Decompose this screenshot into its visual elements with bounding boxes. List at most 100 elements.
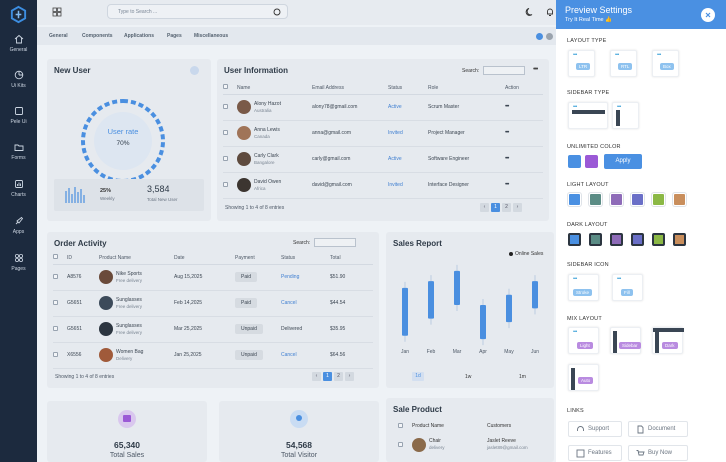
light-color-swatch[interactable] [652, 193, 665, 206]
rate-label: User rate [107, 127, 139, 136]
product-delivery: Free delivery [116, 278, 143, 283]
dark-color-swatch[interactable] [631, 233, 644, 246]
moon-icon[interactable] [525, 7, 535, 17]
page-prev[interactable]: ‹ [312, 372, 321, 381]
features-button[interactable]: Features [568, 445, 622, 461]
light-color-swatch[interactable] [589, 193, 602, 206]
gauge-arc [81, 99, 165, 183]
row-checkbox[interactable] [53, 351, 58, 357]
search-icon[interactable] [273, 8, 281, 16]
tab-components[interactable]: Components [82, 33, 113, 39]
tab-applications[interactable]: Applications [124, 33, 155, 39]
more-icon[interactable]: ••• [533, 66, 538, 73]
mix-option-sidebar[interactable]: Sidebar [610, 327, 641, 354]
chart-bar[interactable] [402, 287, 408, 336]
row-checkbox[interactable] [223, 181, 228, 187]
nav-item-ui-kits[interactable]: Ui Kits [0, 70, 37, 89]
tab-general[interactable]: General [49, 33, 68, 39]
features-icon [576, 449, 585, 458]
chart-bar[interactable] [480, 305, 486, 340]
nav-item-pages[interactable]: Pages [0, 253, 37, 272]
page-prev[interactable]: ‹ [480, 203, 489, 212]
card-title: Sale Product [393, 405, 442, 414]
row-checkbox[interactable] [223, 155, 228, 161]
layout-option-rtl[interactable]: ••• RTL [610, 50, 637, 77]
chart-bar[interactable] [532, 281, 538, 309]
app-logo-icon[interactable] [9, 5, 28, 24]
order-date: Jan 25,2025 [174, 342, 235, 369]
app-grid-icon[interactable] [52, 7, 62, 17]
chart-bar[interactable] [454, 270, 460, 305]
user-role: Interface Designer [428, 172, 505, 199]
settings-icon[interactable] [190, 66, 199, 75]
sidebar-icon-stroke[interactable]: ••• Stroke [568, 274, 599, 301]
page-2[interactable]: 2 [334, 372, 343, 381]
row-checkbox[interactable] [53, 273, 58, 279]
light-color-swatch[interactable] [610, 193, 623, 206]
row-action-icon[interactable]: ••• [505, 120, 543, 147]
row-action-icon[interactable]: ••• [505, 146, 543, 173]
apply-button[interactable]: Apply [604, 154, 642, 169]
page-2[interactable]: 2 [502, 203, 511, 212]
sidebar-icon-fill[interactable]: ••• Fill [612, 274, 643, 301]
select-all-checkbox[interactable] [398, 423, 403, 428]
settings-icon[interactable] [536, 33, 543, 40]
dark-color-swatch[interactable] [568, 233, 581, 246]
row-checkbox[interactable] [53, 325, 58, 331]
table-search-input[interactable] [314, 238, 356, 247]
option-label: Stroke [573, 289, 593, 296]
nav-item-charts[interactable]: Charts [0, 179, 37, 198]
custom-color-primary[interactable] [568, 155, 581, 168]
bookmark-icon[interactable] [546, 33, 553, 40]
chart-bar[interactable] [428, 281, 434, 319]
tab-pages[interactable]: Pages [167, 33, 182, 39]
buy-now-button[interactable]: Buy Now [628, 445, 688, 461]
nav-item-general[interactable]: General [0, 34, 37, 53]
custom-color-secondary[interactable] [585, 155, 598, 168]
row-checkbox[interactable] [223, 129, 228, 135]
document-button[interactable]: Document [628, 421, 688, 437]
user-role: Project Manager [428, 120, 505, 147]
mix-option-light[interactable]: ••• Light [568, 327, 599, 354]
mix-option-auto[interactable]: Auto [568, 364, 599, 391]
select-all-checkbox[interactable] [223, 84, 228, 90]
page-1[interactable]: 1 [491, 203, 500, 212]
row-checkbox[interactable] [398, 442, 403, 447]
row-checkbox[interactable] [53, 299, 58, 305]
page-next[interactable]: › [513, 203, 522, 212]
light-color-swatch[interactable] [631, 193, 644, 206]
mix-option-dark[interactable]: Dark [652, 327, 684, 354]
close-button[interactable] [701, 8, 715, 22]
nav-item-forms[interactable]: Forms [0, 142, 37, 161]
range-1m-button[interactable]: 1m [519, 374, 526, 380]
page-next[interactable]: › [345, 372, 354, 381]
dark-color-swatch[interactable] [673, 233, 686, 246]
column-header: Status [281, 252, 330, 265]
dark-color-swatch[interactable] [589, 233, 602, 246]
table-search-input[interactable] [483, 66, 525, 75]
sidebar-type-horizontal[interactable]: ••• [568, 102, 608, 129]
row-action-icon[interactable]: ••• [505, 94, 543, 121]
dark-color-swatch[interactable] [652, 233, 665, 246]
nav-item-pele-ui[interactable]: Pele Ui [0, 106, 37, 125]
range-1w-button[interactable]: 1w [465, 374, 472, 380]
nav-item-apps[interactable]: Apps [0, 216, 37, 235]
sidebar-type-vertical[interactable]: ••• [612, 102, 639, 129]
select-all-checkbox[interactable] [53, 254, 58, 260]
page-1[interactable]: 1 [323, 372, 332, 381]
chart-bar[interactable] [506, 294, 512, 323]
row-action-icon[interactable]: ••• [505, 172, 543, 199]
search-input[interactable]: Type to Search ... [107, 4, 288, 19]
tab-miscellaneous[interactable]: Miscellaneous [194, 33, 229, 39]
range-1d-button[interactable]: 1d [412, 372, 424, 381]
order-id: G5651 [67, 316, 99, 343]
support-button[interactable]: Support [568, 421, 622, 437]
layout-option-box[interactable]: ••• Box [652, 50, 679, 77]
layout-option-ltr[interactable]: ••• LTR [568, 50, 595, 77]
light-color-swatch[interactable] [673, 193, 686, 206]
light-color-swatch[interactable] [568, 193, 581, 206]
bell-icon[interactable] [545, 7, 555, 17]
dark-color-swatch[interactable] [610, 233, 623, 246]
row-checkbox[interactable] [223, 103, 228, 109]
nav-label: Pele Ui [10, 119, 27, 125]
